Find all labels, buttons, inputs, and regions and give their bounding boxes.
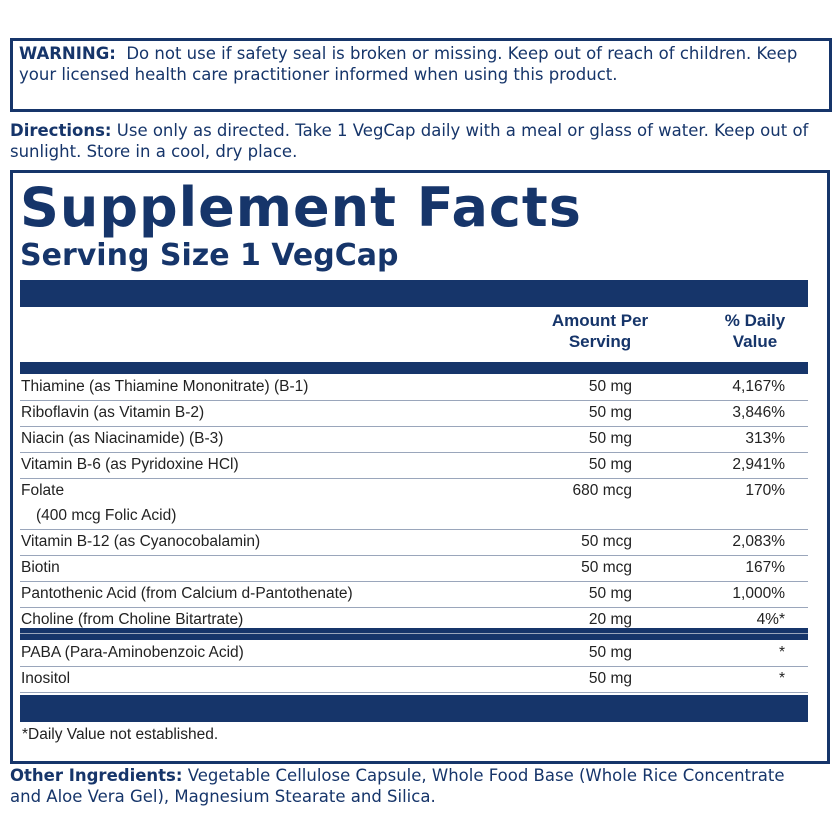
nutrient-name: Thiamine (as Thiamine Mononitrate) (B-1)	[21, 378, 309, 395]
nutrient-name: Vitamin B-12 (as Cyanocobalamin)	[21, 533, 261, 550]
daily-value: 313%	[745, 430, 785, 447]
amount: 50 mg	[588, 404, 632, 421]
warning-label: WARNING:	[19, 44, 116, 63]
amount: 50 mcg	[581, 559, 632, 576]
warning-text: Do not use if safety seal is broken or m…	[19, 44, 798, 84]
fact-row: Vitamin B-6 (as Pyridoxine HCl) 50 mg 2,94…	[20, 453, 808, 479]
nutrient-name: Riboflavin (as Vitamin B-2)	[21, 404, 205, 421]
nutrient-name: Choline (from Choline Bitartrate)	[21, 611, 244, 628]
warning-box: WARNING: Do not use if safety seal is br…	[10, 38, 832, 112]
amount: 50 mcg	[581, 533, 632, 550]
other-ingredients-label: Other Ingredients:	[10, 766, 183, 785]
other-ingredients-text: Vegetable Cellulose Capsule, Whole Food …	[10, 766, 785, 806]
daily-value: 170%	[745, 482, 785, 499]
amount: 680 mcg	[572, 482, 632, 499]
facts-box	[10, 170, 830, 764]
nutrient-name: Pantothenic Acid (from Calcium d-Pantoth…	[21, 585, 353, 602]
fact-row: Niacin (as Niacinamide) (B-3) 50 mg 313%	[20, 427, 808, 453]
facts-title: Supplement Facts	[20, 176, 582, 239]
amount: 50 mg	[588, 670, 632, 687]
other-ingredients: Other Ingredients: Vegetable Cellulose C…	[10, 765, 790, 807]
amount: 50 mg	[588, 644, 632, 661]
amount: 20 mg	[588, 611, 632, 628]
dv-header: % Daily Value	[724, 311, 786, 351]
daily-value: 1,000%	[732, 585, 785, 602]
amount: 50 mg	[588, 430, 632, 447]
amount: 50 mg	[588, 585, 632, 602]
fact-row: Folate (400 mcg Folic Acid) 680 mcg 170%	[20, 479, 808, 530]
thick-bar	[20, 695, 808, 722]
fact-row: Choline (from Choline Bitartrate) 20 mg 4%…	[20, 608, 808, 634]
amount-header: Amount Per Serving	[551, 311, 649, 351]
nutrient-name: Vitamin B-6 (as Pyridoxine HCl)	[21, 456, 239, 473]
nutrient-name: Biotin	[21, 559, 60, 576]
directions-label: Directions:	[10, 121, 112, 140]
amount: 50 mg	[588, 456, 632, 473]
fact-row: Biotin 50 mcg 167%	[20, 556, 808, 582]
serving-size: Serving Size 1 VegCap	[20, 238, 399, 273]
nutrient-name: Inositol	[21, 670, 71, 687]
nutrient-name: Folate	[21, 482, 65, 499]
daily-value: 167%	[745, 559, 785, 576]
directions-text: Use only as directed. Take 1 VegCap dail…	[10, 121, 809, 161]
thick-bar	[20, 628, 808, 640]
daily-value: *	[778, 670, 785, 687]
amount: 50 mg	[588, 378, 632, 395]
thick-bar	[20, 280, 808, 307]
daily-value: 3,846%	[732, 404, 785, 421]
footnote: *Daily Value not established.	[22, 726, 219, 743]
fact-row: Vitamin B-12 (as Cyanocobalamin) 50 mcg 2,…	[20, 530, 808, 556]
fact-row: Thiamine (as Thiamine Mononitrate) (B-1)…	[20, 375, 808, 401]
thick-bar	[20, 362, 808, 374]
fact-row: Riboflavin (as Vitamin B-2) 50 mg 3,846%	[20, 401, 808, 427]
daily-value: 2,941%	[732, 456, 785, 473]
fact-row: Pantothenic Acid (from Calcium d-Pantoth…	[20, 582, 808, 608]
nutrient-name: PABA (Para-Aminobenzoic Acid)	[21, 644, 244, 661]
nutrient-note: (400 mcg Folic Acid)	[36, 507, 177, 524]
daily-value: 2,083%	[732, 533, 785, 550]
nutrient-name: Niacin (as Niacinamide) (B-3)	[21, 430, 224, 447]
fact-row: Inositol 50 mg *	[20, 667, 808, 693]
daily-value: 4%*	[756, 611, 785, 628]
daily-value: *	[778, 644, 785, 661]
fact-row: PABA (Para-Aminobenzoic Acid) 50 mg *	[20, 641, 808, 667]
daily-value: 4,167%	[732, 378, 785, 395]
directions: Directions: Use only as directed. Take 1…	[10, 120, 836, 162]
